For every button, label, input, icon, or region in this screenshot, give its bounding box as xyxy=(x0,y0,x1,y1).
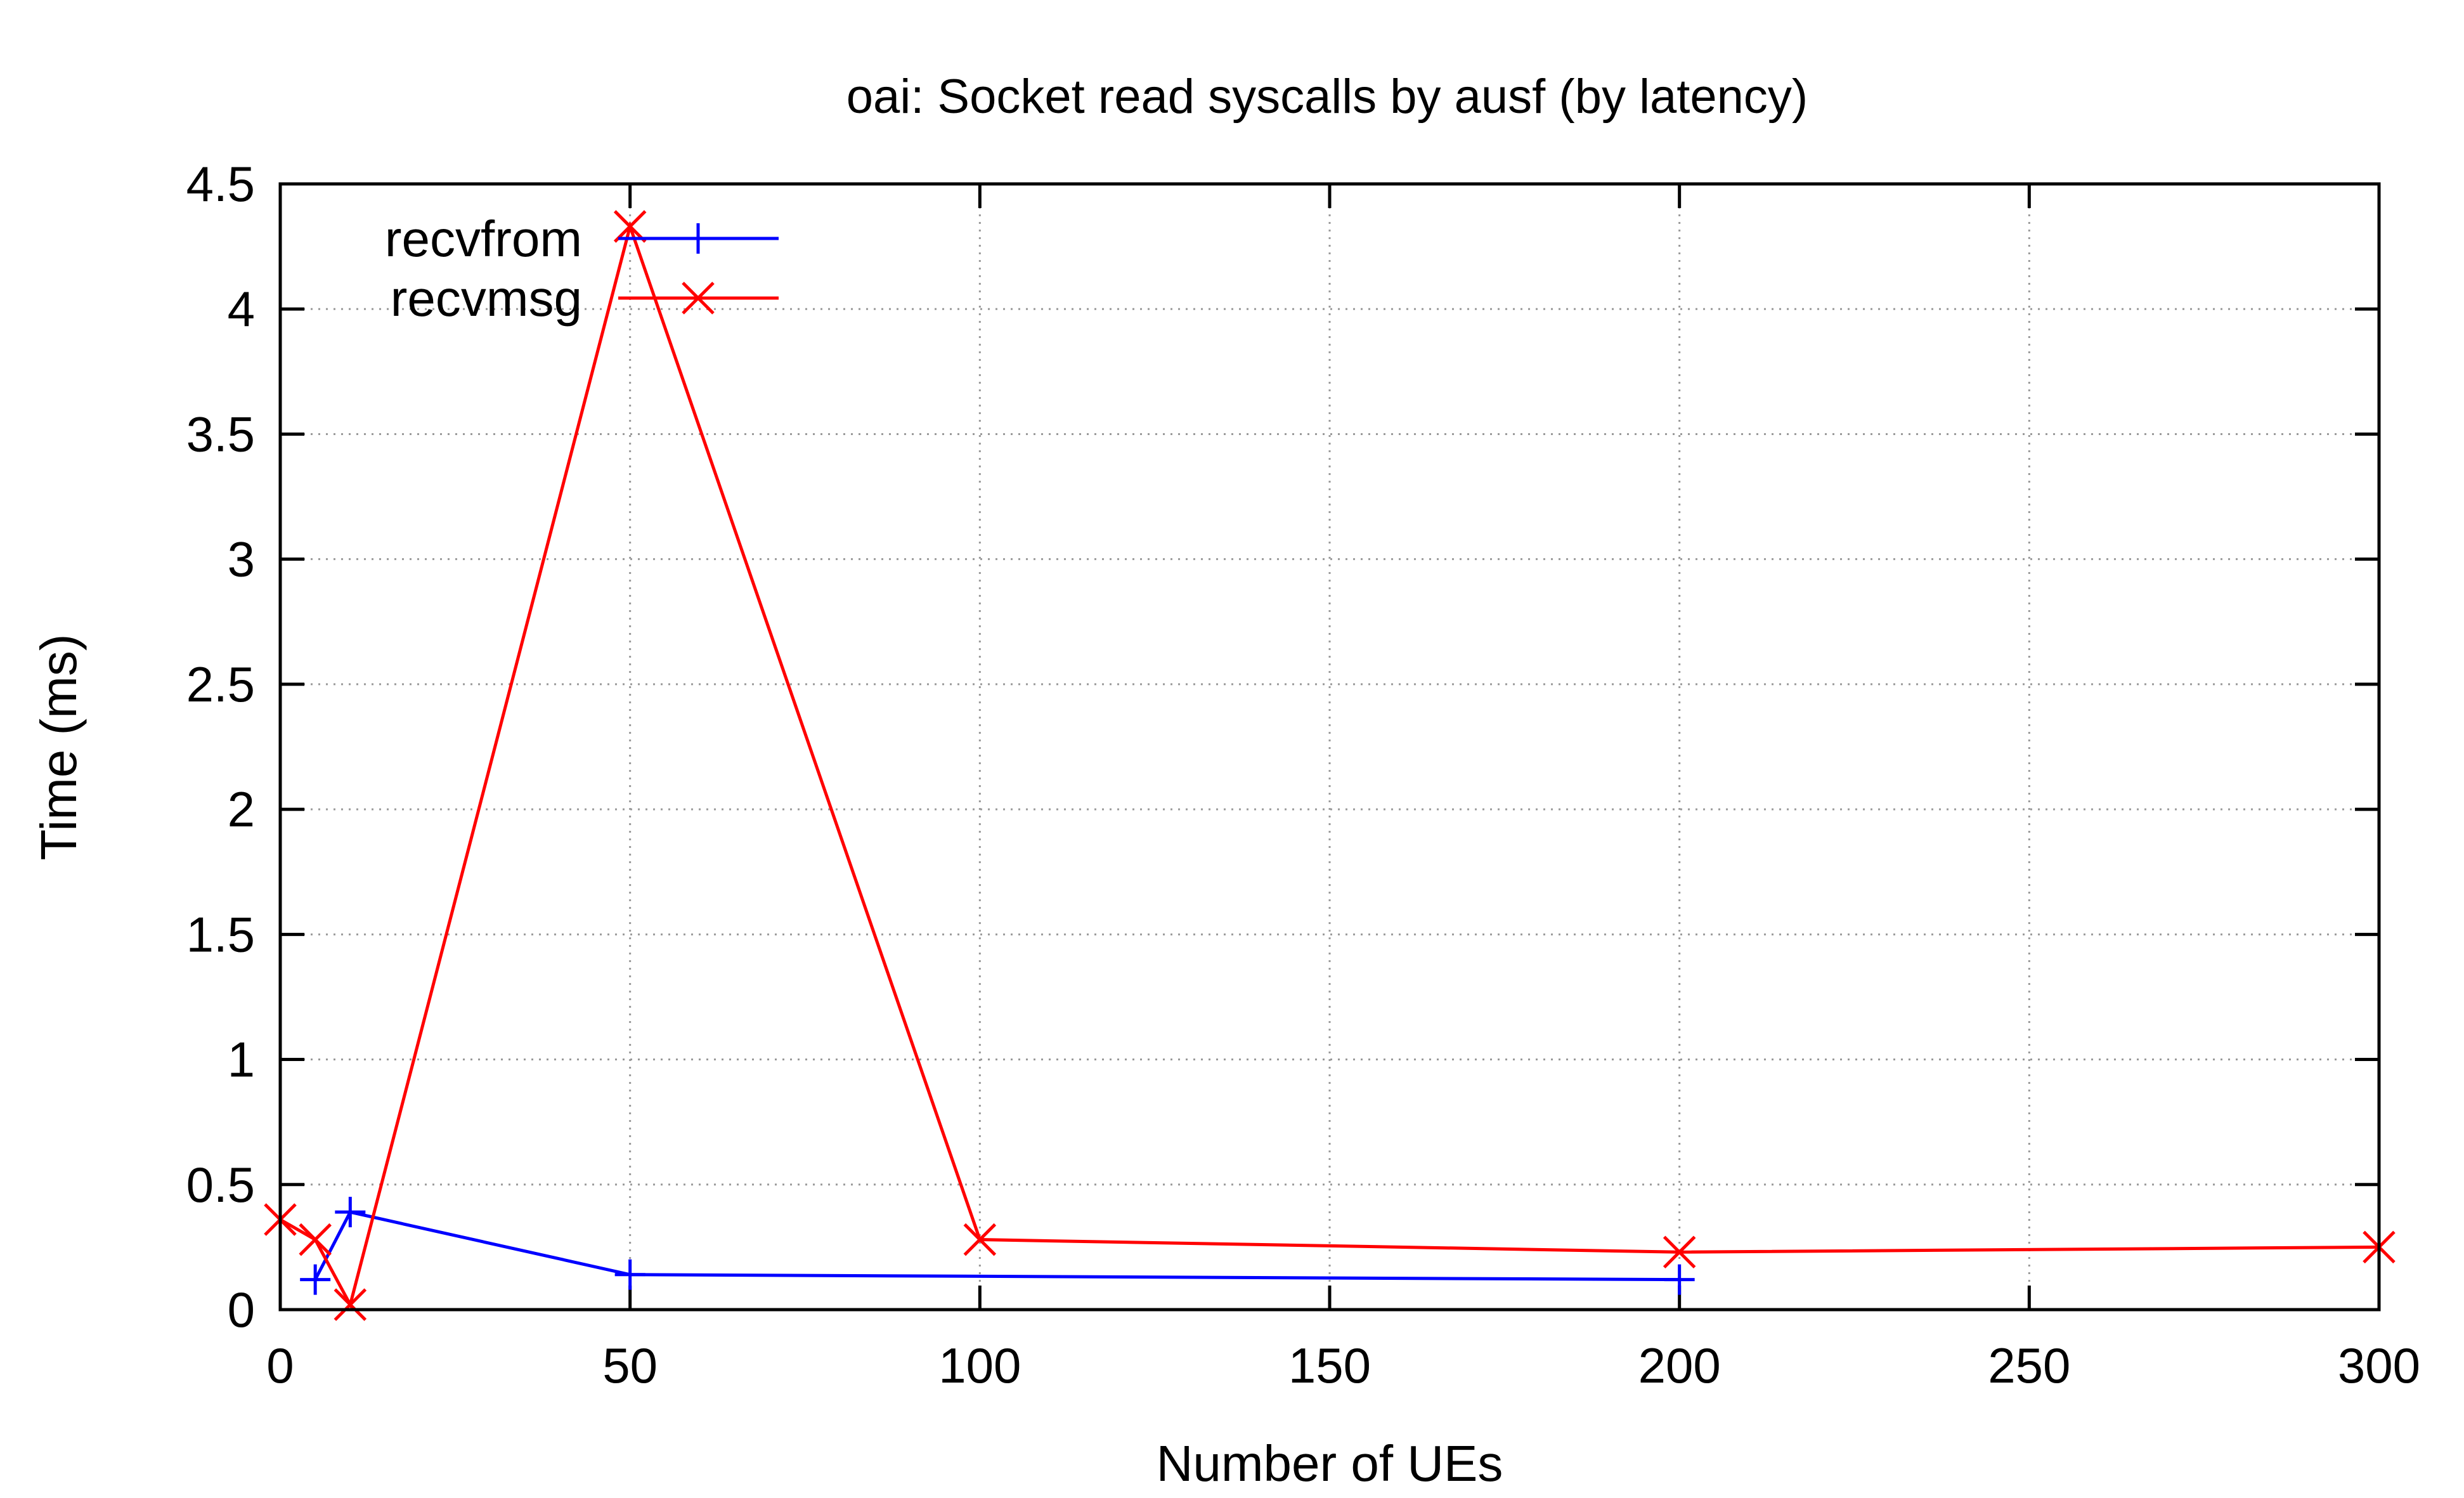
x-tick-label: 200 xyxy=(1638,1338,1721,1393)
data-point-recvfrom xyxy=(1664,1264,1695,1295)
data-point-recvmsg xyxy=(1663,1235,1696,1269)
legend-label: recvmsg xyxy=(391,270,582,327)
data-point-recvfrom xyxy=(300,1264,331,1295)
legend-marker xyxy=(682,282,715,315)
data-point-recvfrom xyxy=(614,1259,645,1290)
plot-frame xyxy=(278,182,2381,1312)
x-tick-label: 100 xyxy=(938,1338,1021,1393)
marker-stroke xyxy=(299,1223,332,1256)
y-tick-label: 1 xyxy=(228,1032,255,1088)
x-axis-label: Number of UEs xyxy=(1157,1435,1503,1492)
y-axis-label: Time (ms) xyxy=(30,634,87,861)
y-tick-label: 1.5 xyxy=(186,906,255,962)
marker-stroke xyxy=(682,282,715,315)
marker-stroke xyxy=(963,1223,997,1256)
data-point-recvmsg xyxy=(299,1223,332,1256)
y-tick-label: 3.5 xyxy=(186,406,255,462)
y-tick-label: 3 xyxy=(228,531,255,587)
series-line-recvfrom xyxy=(313,1210,1680,1282)
marker-stroke xyxy=(334,1288,367,1321)
legend-label: recvfrom xyxy=(385,211,582,267)
data-point-recvmsg xyxy=(613,210,647,243)
x-tick-label: 250 xyxy=(1988,1338,2070,1393)
y-tick-label: 2 xyxy=(228,781,255,837)
x-tick-label: 300 xyxy=(2338,1338,2420,1393)
y-tick-label: 4.5 xyxy=(186,156,255,212)
legend-item-recvfrom: recvfrom xyxy=(385,211,779,267)
chart-title: oai: Socket read syscalls by ausf (by la… xyxy=(846,70,1808,124)
marker-stroke xyxy=(613,210,647,243)
data-point-recvfrom xyxy=(335,1197,366,1228)
y-tick-label: 0 xyxy=(228,1282,255,1338)
y-tick-label: 4 xyxy=(228,281,255,337)
legend-item-recvmsg: recvmsg xyxy=(391,270,779,327)
data-point-recvmsg xyxy=(334,1288,367,1321)
x-tick-label: 150 xyxy=(1288,1338,1371,1393)
marker-stroke xyxy=(1663,1235,1696,1269)
data-point-recvmsg xyxy=(963,1223,997,1256)
series-layer xyxy=(264,210,2396,1321)
x-tick-label: 0 xyxy=(266,1338,294,1393)
x-tick-label: 50 xyxy=(602,1338,658,1393)
y-tick-label: 0.5 xyxy=(186,1157,255,1213)
y-tick-label: 2.5 xyxy=(186,656,255,712)
tick-layer: 0 50 100 150 200 250 300 0 0.5 1 1.5 2 2.5 3 3.5 4 4.5 xyxy=(186,156,2421,1393)
legend-marker xyxy=(683,223,713,254)
